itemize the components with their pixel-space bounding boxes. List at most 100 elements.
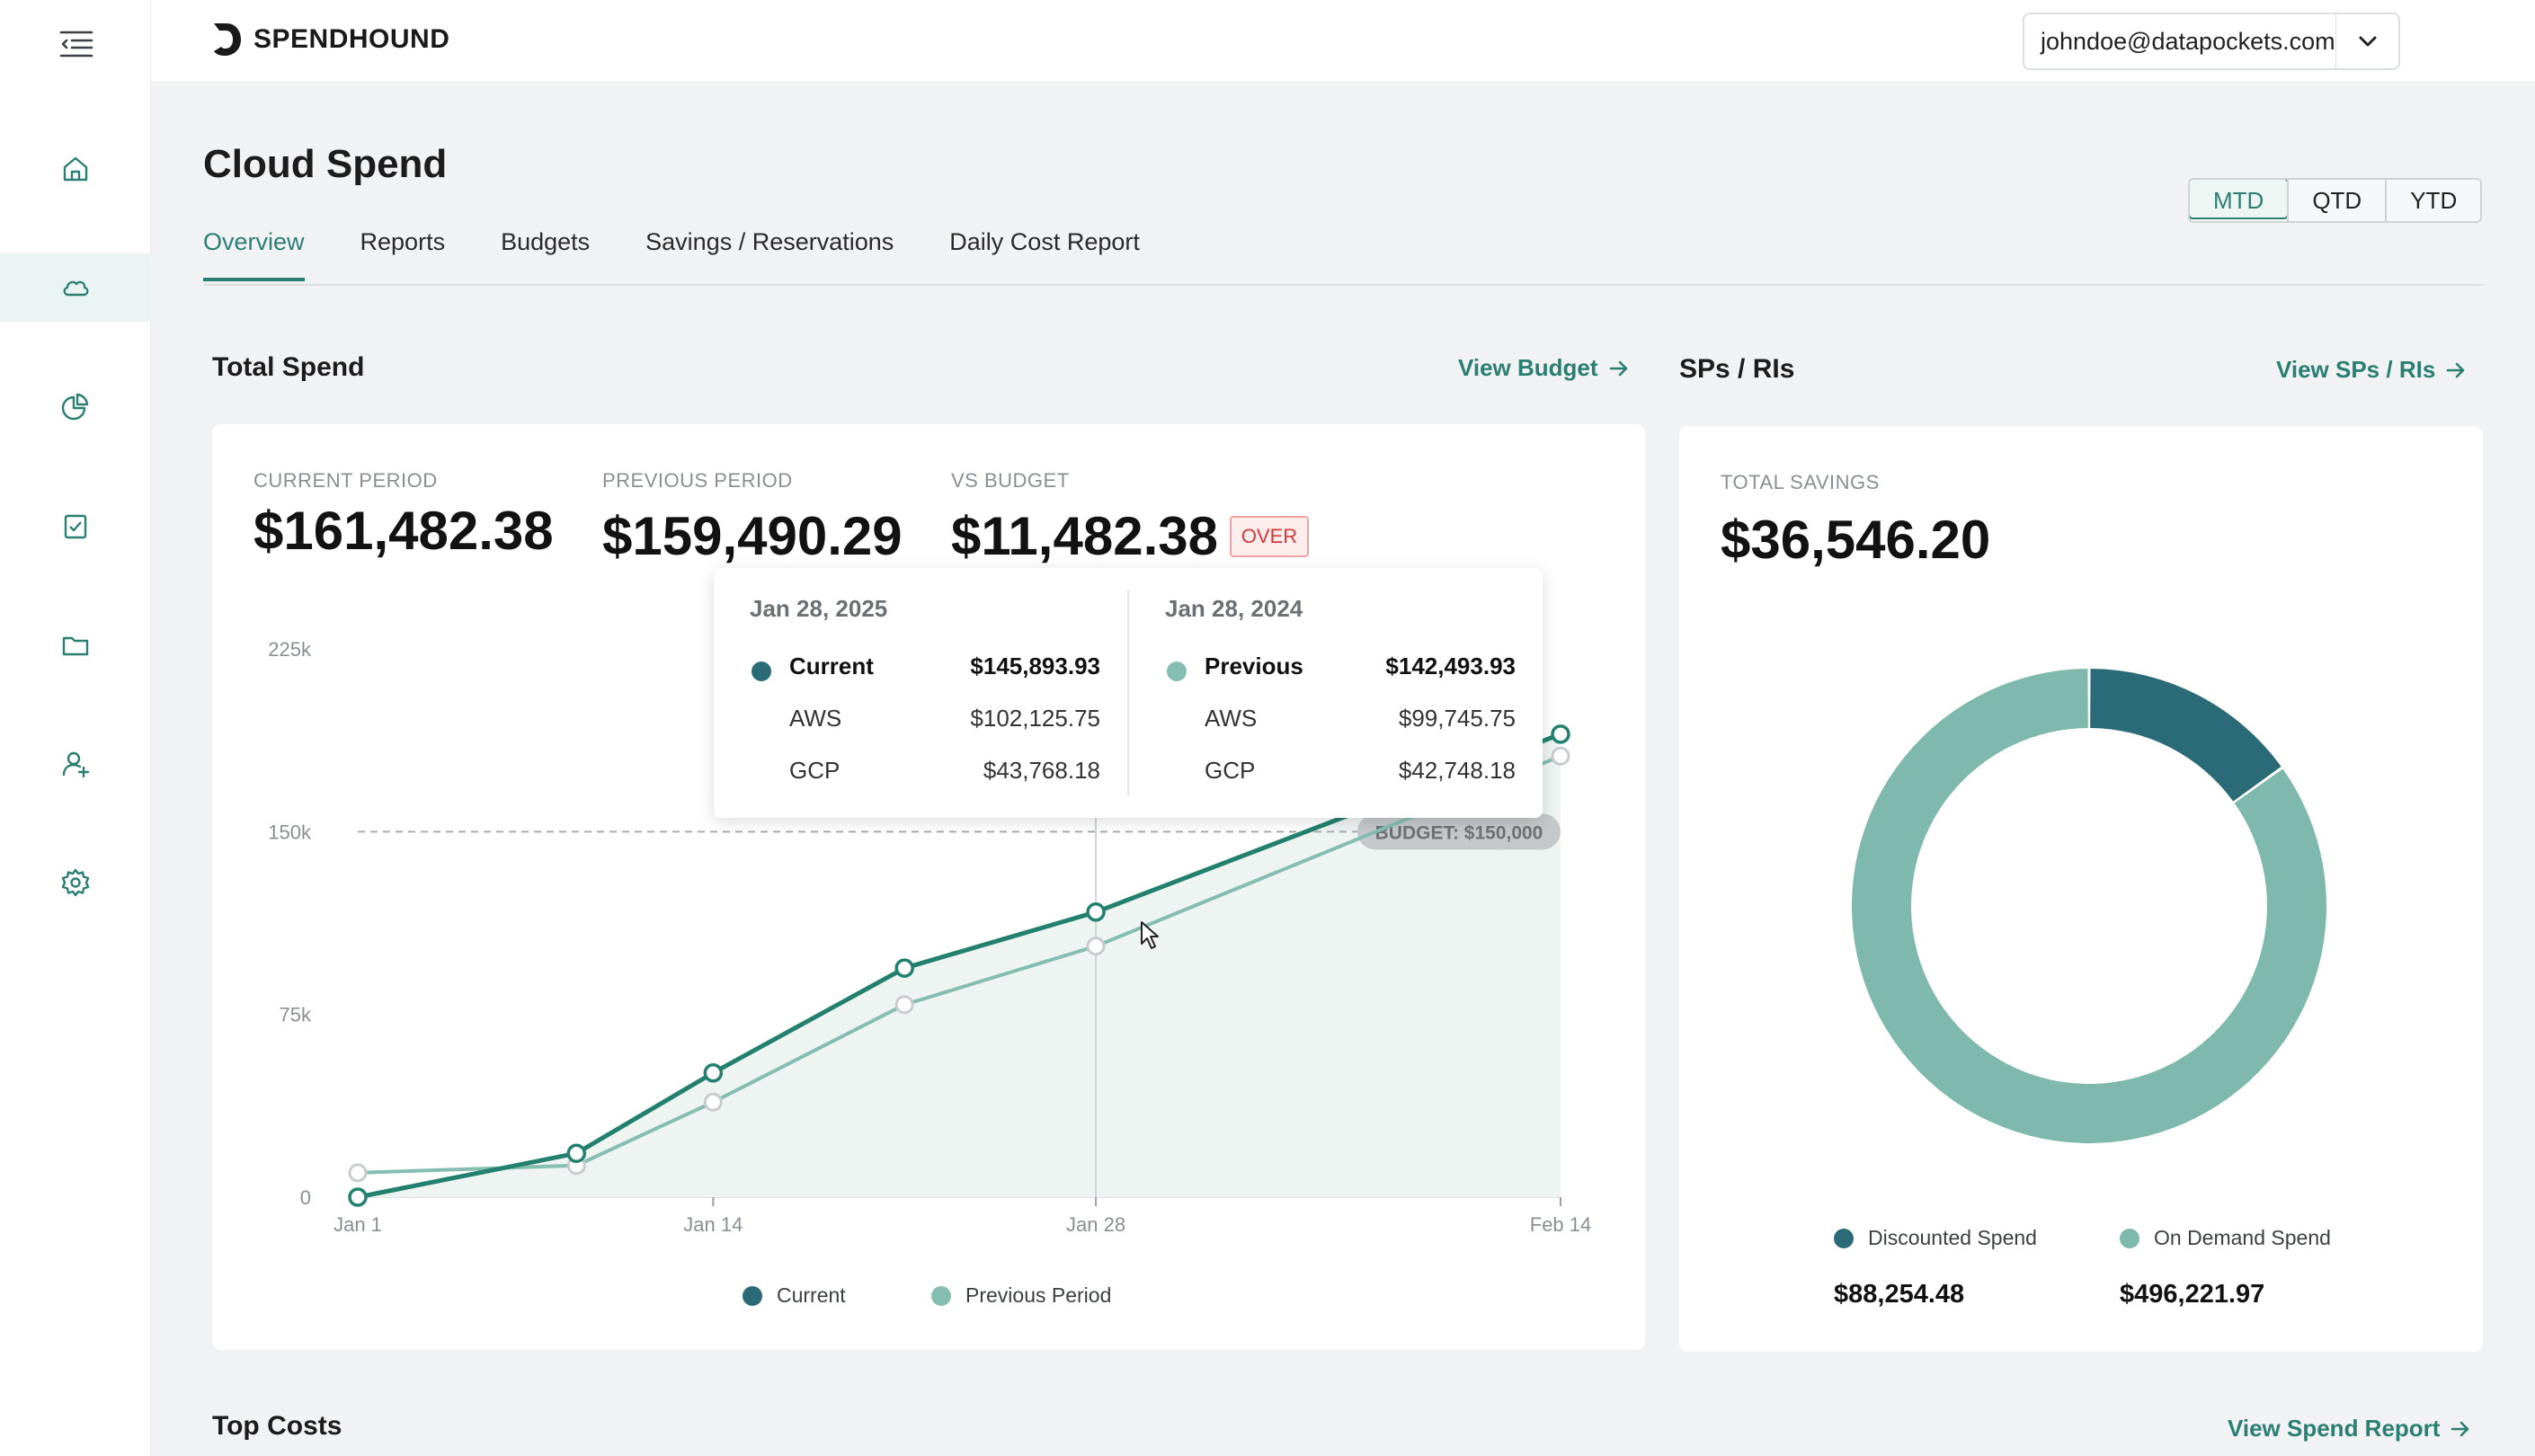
tooltip-current-column: Jan 28, 2025 Current $145,893.93 AWS $10… xyxy=(714,568,1127,818)
home-icon xyxy=(63,156,88,182)
tab-reports[interactable]: Reports xyxy=(360,228,446,255)
mouse-cursor-icon xyxy=(1141,921,1159,949)
y-tick-label: 225k xyxy=(268,638,312,661)
x-tick-label: Jan 1 xyxy=(334,1213,382,1236)
tooltip-current-date: Jan 28, 2025 xyxy=(750,595,888,622)
sidebar-item-reports[interactable] xyxy=(0,493,151,561)
current-series-dot xyxy=(752,661,771,681)
tooltip-previous-date: Jan 28, 2024 xyxy=(1165,595,1303,622)
sidebar-item-cloud[interactable] xyxy=(0,253,151,322)
x-tick-label: Feb 14 xyxy=(1530,1213,1592,1236)
vs-budget-value: $11,482.38 xyxy=(951,506,1218,566)
previous-series-line xyxy=(357,754,1561,1175)
tooltip-previous-gcp-row: GCP $42,748.18 xyxy=(1165,757,1516,793)
tab-daily-cost-report[interactable]: Daily Cost Report xyxy=(949,228,1140,255)
y-tick-label: 75k xyxy=(280,1004,312,1026)
view-budget-label: View Budget xyxy=(1458,354,1598,381)
sidebar-item-analytics[interactable] xyxy=(0,372,151,440)
tooltip-row-value: $102,125.75 xyxy=(970,705,1100,732)
tooltip-row-value: $42,748.18 xyxy=(1398,757,1516,784)
view-budget-link[interactable]: View Budget xyxy=(1458,354,1629,382)
tooltip-row-name: Previous xyxy=(1205,653,1303,679)
donut-legend-on-demand: On Demand Spend xyxy=(2120,1226,2331,1250)
chart-legend-previous: Previous Period xyxy=(931,1283,1111,1308)
view-spend-report-link[interactable]: View Spend Report xyxy=(2228,1415,2470,1443)
previous-data-point xyxy=(1551,746,1570,766)
legend-label-current: Current xyxy=(777,1283,846,1307)
sidebar-item-files[interactable] xyxy=(0,611,151,679)
tab-overview[interactable]: Overview xyxy=(203,228,305,281)
tooltip-previous-aws-row: AWS $99,745.75 xyxy=(1165,705,1516,741)
previous-period-value: $159,490.29 xyxy=(602,506,903,566)
arrow-right-icon xyxy=(2446,362,2465,377)
account-selector[interactable]: johndoe@datapockets.com xyxy=(2023,13,2400,70)
sps-ris-card xyxy=(1679,426,2483,1352)
vs-budget-label: VS BUDGET xyxy=(951,469,1070,492)
previous-period-label: PREVIOUS PERIOD xyxy=(602,469,793,492)
legend-dot-discounted xyxy=(1834,1228,1854,1248)
sidebar-item-settings[interactable] xyxy=(0,848,151,917)
tab-budgets[interactable]: Budgets xyxy=(501,228,591,255)
x-tick-label: Jan 14 xyxy=(683,1213,743,1236)
chevron-down-icon[interactable] xyxy=(2336,13,2398,70)
view-spend-report-label: View Spend Report xyxy=(2228,1415,2441,1442)
account-divider xyxy=(2335,13,2337,70)
current-data-point xyxy=(1551,724,1570,744)
tooltip-row-value: $43,768.18 xyxy=(983,757,1100,784)
period-toggle: MTD QTD YTD xyxy=(2188,178,2483,223)
tooltip-row-name: GCP xyxy=(1205,757,1256,784)
total-savings-label: TOTAL SAVINGS xyxy=(1721,471,1880,493)
tooltip-previous-column: Jan 28, 2024 Previous $142,493.93 AWS $9… xyxy=(1129,568,1543,818)
previous-data-point xyxy=(894,995,914,1015)
y-tick-label: 150k xyxy=(268,821,312,843)
chart-legend-current: Current xyxy=(743,1283,846,1308)
tooltip-row-name: AWS xyxy=(1205,705,1258,732)
page-title: Cloud Spend xyxy=(203,142,448,186)
tooltip-row-name: GCP xyxy=(789,757,841,784)
savings-donut-chart[interactable] xyxy=(1846,663,2332,1149)
y-tick-label: 0 xyxy=(300,1186,311,1209)
pie-chart-icon xyxy=(61,393,89,421)
cloud-icon xyxy=(63,280,89,297)
legend-dot-previous xyxy=(931,1285,951,1306)
sidebar-item-home[interactable] xyxy=(0,135,151,203)
tooltip-current-gcp-row: GCP $43,768.18 xyxy=(750,757,1100,793)
tooltip-row-value: $99,745.75 xyxy=(1398,705,1516,732)
menu-collapse-icon[interactable] xyxy=(59,29,93,59)
sps-ris-title: SPs / RIs xyxy=(1679,354,1795,384)
tooltip-row-name: AWS xyxy=(789,705,842,732)
legend-label-discounted: Discounted Spend xyxy=(1868,1226,2037,1249)
arrow-right-icon xyxy=(2451,1421,2469,1436)
period-qtd-button[interactable]: QTD xyxy=(2287,180,2385,221)
previous-series-dot xyxy=(1167,661,1187,681)
total-spend-line-chart[interactable]: 0 75k 150k 225k Jan 1 Jan 14 Jan 28 Feb 14 BUDGE… xyxy=(212,620,1614,1249)
current-data-point xyxy=(348,1187,368,1207)
budget-label: BUDGET: $150,000 xyxy=(1375,822,1543,843)
previous-data-point xyxy=(1086,937,1106,956)
donut-slice-discounted[interactable] xyxy=(2090,669,2282,802)
tab-savings-reservations[interactable]: Savings / Reservations xyxy=(645,228,894,255)
gear-icon xyxy=(61,868,90,897)
legend-label-on-demand: On Demand Spend xyxy=(2154,1226,2331,1249)
discounted-spend-value: $88,254.48 xyxy=(1834,1280,1965,1309)
tooltip-current-aws-row: AWS $102,125.75 xyxy=(750,705,1100,741)
sidebar-item-users[interactable] xyxy=(0,730,151,798)
tooltip-divider xyxy=(1127,590,1129,796)
period-mtd-button[interactable]: MTD xyxy=(2190,180,2290,219)
top-costs-title: Top Costs xyxy=(212,1411,342,1441)
previous-data-point xyxy=(703,1092,723,1112)
tooltip-row-value: $142,493.93 xyxy=(1385,653,1516,679)
brand-logo[interactable]: SPENDHOUND xyxy=(209,20,449,59)
hound-logo-icon xyxy=(214,23,241,56)
tab-bar: Overview Reports Budgets Savings / Reser… xyxy=(203,228,1140,281)
current-period-value: $161,482.38 xyxy=(254,501,554,561)
brand-name: SPENDHOUND xyxy=(254,24,450,54)
current-series-line xyxy=(357,732,1561,1200)
user-add-icon xyxy=(62,751,90,778)
arrow-right-icon xyxy=(1609,360,1627,376)
view-sps-ris-label: View SPs / RIs xyxy=(2276,356,2436,383)
total-savings-value: $36,546.20 xyxy=(1721,510,1991,570)
view-sps-ris-link[interactable]: View SPs / RIs xyxy=(2276,356,2466,384)
period-ytd-button[interactable]: YTD xyxy=(2385,180,2480,221)
current-data-point xyxy=(894,958,914,978)
